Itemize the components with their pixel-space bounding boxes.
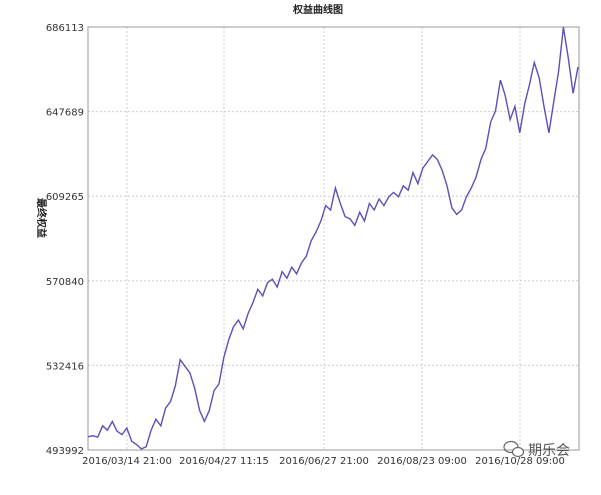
watermark: 期乐会 — [503, 440, 570, 459]
x-tick-label: 2016/03/14 21:00 — [82, 456, 172, 467]
x-tick-label: 2016/10/28 09:00 — [475, 456, 565, 467]
y-tick-label: 570840 — [46, 277, 84, 288]
x-tick-labels: 2016/03/14 21:00 2016/04/27 11:15 2016/06/… — [82, 456, 565, 467]
y-tick-label: 532416 — [46, 361, 84, 372]
y-tick-label: 609265 — [46, 192, 84, 203]
chart-title: 权益曲线图 — [292, 3, 343, 16]
plot-frame — [87, 26, 580, 451]
equity-series-line — [87, 27, 579, 450]
wechat-icon — [503, 440, 525, 458]
y-tick-label: 647689 — [46, 108, 84, 119]
y-tick-label: 686113 — [46, 23, 84, 34]
watermark-text: 期乐会 — [528, 443, 570, 459]
grid-lines — [88, 26, 579, 451]
y-tick-labels: 493992 532416 570840 609265 647689 686113 — [46, 23, 84, 457]
y-axis-label: 最终权益 — [35, 198, 48, 238]
x-tick-label: 2016/06/27 21:00 — [279, 456, 369, 467]
x-tick-label: 2016/08/23 09:00 — [377, 456, 467, 467]
y-tick-label: 493992 — [46, 446, 84, 457]
x-tick-label: 2016/04/27 11:15 — [179, 456, 269, 467]
